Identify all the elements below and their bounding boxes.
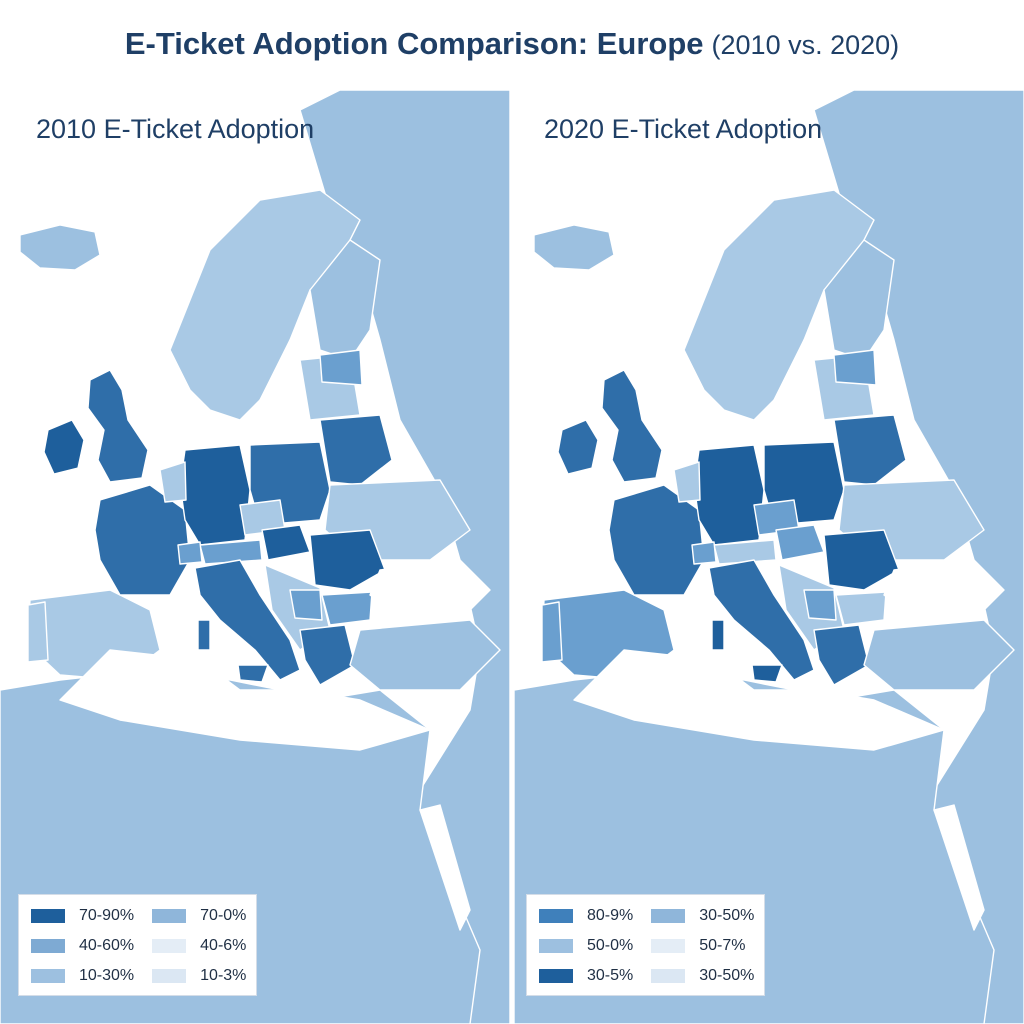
panel-title-2010: 2010 E-Ticket Adoption <box>36 114 315 144</box>
map-panel-2010: 2010 E-Ticket Adoption 70-90% 70-0% 40-6… <box>0 90 510 1024</box>
legend-item: 80-9% <box>539 903 633 929</box>
country-uk <box>87 369 149 483</box>
country-belarus <box>833 414 907 486</box>
panel-divider <box>510 90 514 1024</box>
country-switzerland <box>691 541 717 565</box>
sea-mediterranean <box>573 649 945 751</box>
country-france <box>608 484 705 596</box>
country-benelux <box>673 461 701 503</box>
country-italy <box>708 559 815 681</box>
europe-map-2020 <box>514 90 1024 1024</box>
legend-swatch <box>152 969 187 983</box>
country-ireland <box>43 419 85 475</box>
country-serbia <box>803 589 837 621</box>
country-austria <box>199 539 263 565</box>
legend-swatch <box>31 909 65 923</box>
country-bulgaria <box>321 591 373 626</box>
sea-baltic <box>244 339 301 441</box>
legend-label: 50-7% <box>699 937 746 954</box>
legend-label: 30-5% <box>587 967 634 984</box>
legend-swatch <box>539 939 573 953</box>
country-austria <box>713 539 777 565</box>
title-main: E-Ticket Adoption Comparison: Europe <box>124 26 704 61</box>
legend-label: 50-0% <box>587 937 634 954</box>
country-romania <box>309 529 386 591</box>
land-finland <box>823 239 895 361</box>
country-germany <box>693 444 765 546</box>
country-estonia <box>833 349 877 386</box>
country-portugal <box>541 601 563 663</box>
legend-item: 40-60% <box>31 933 134 959</box>
land-finland <box>309 239 381 361</box>
legend-label: 40-60% <box>79 937 135 954</box>
country-greece <box>813 624 870 686</box>
country-greece <box>299 624 356 686</box>
country-france <box>94 484 191 596</box>
legend-item: 30-50% <box>651 963 754 989</box>
legend-2010: 70-90% 70-0% 40-60% 40-6% 10-30% 10-3% <box>18 894 258 996</box>
country-switzerland <box>177 541 203 565</box>
country-estonia <box>319 349 363 386</box>
sea-black <box>883 559 1005 616</box>
legend-item: 30-5% <box>539 963 633 989</box>
legend-item: 40-6% <box>152 933 246 959</box>
country-sardinia <box>197 619 211 651</box>
legend-swatch <box>651 939 686 953</box>
legend-2020: 80-9% 30-50% 50-0% 50-7% 30-5% 30-50% <box>526 894 766 996</box>
sea-mediterranean <box>59 649 431 751</box>
country-portugal <box>27 601 49 663</box>
legend-swatch <box>539 909 573 923</box>
country-serbia <box>289 589 323 621</box>
legend-swatch <box>651 969 686 983</box>
country-sicily <box>751 664 783 683</box>
country-germany <box>179 444 251 546</box>
legend-swatch <box>31 939 65 953</box>
legend-label: 80-9% <box>587 907 634 924</box>
europe-map-2010 <box>0 90 510 1024</box>
sea-black <box>369 559 491 616</box>
country-hungary <box>261 524 311 561</box>
country-uk <box>601 369 663 483</box>
country-sardinia <box>711 619 725 651</box>
legend-swatch <box>152 939 187 953</box>
legend-label: 70-90% <box>79 907 135 924</box>
title-sub: (2010 vs. 2020) <box>711 30 900 60</box>
map-title: E-Ticket Adoption Comparison: Europe (201… <box>0 26 1024 62</box>
legend-swatch <box>31 969 65 983</box>
country-sicily <box>237 664 269 683</box>
legend-item: 70-0% <box>152 903 246 929</box>
sea-red <box>419 804 471 931</box>
sea-red <box>933 804 985 931</box>
legend-label: 30-50% <box>699 967 755 984</box>
country-benelux <box>159 461 187 503</box>
country-bulgaria <box>835 591 887 626</box>
map-panel-2020: 2020 E-Ticket Adoption 80-9% 30-50% 50-0… <box>514 90 1024 1024</box>
legend-label: 30-50% <box>699 907 755 924</box>
country-ireland <box>557 419 599 475</box>
sea-baltic <box>758 339 815 441</box>
legend-label: 10-30% <box>79 967 135 984</box>
legend-item: 10-3% <box>152 963 246 989</box>
legend-item: 50-0% <box>539 933 633 959</box>
legend-label: 70-0% <box>200 907 247 924</box>
country-hungary <box>775 524 825 561</box>
country-italy <box>194 559 301 681</box>
legend-item: 10-30% <box>31 963 134 989</box>
land-iceland <box>533 224 615 271</box>
country-belarus <box>319 414 393 486</box>
land-turkey <box>863 619 1015 691</box>
legend-item: 70-90% <box>31 903 134 929</box>
legend-item: 30-50% <box>651 903 754 929</box>
land-turkey <box>349 619 501 691</box>
legend-swatch <box>152 909 187 923</box>
legend-label: 10-3% <box>200 967 247 984</box>
country-romania <box>823 529 900 591</box>
panel-title-2020: 2020 E-Ticket Adoption <box>544 114 823 144</box>
legend-item: 50-7% <box>651 933 754 959</box>
land-iceland <box>19 224 101 271</box>
legend-label: 40-6% <box>200 937 247 954</box>
legend-swatch <box>651 909 686 923</box>
legend-swatch <box>539 969 573 983</box>
